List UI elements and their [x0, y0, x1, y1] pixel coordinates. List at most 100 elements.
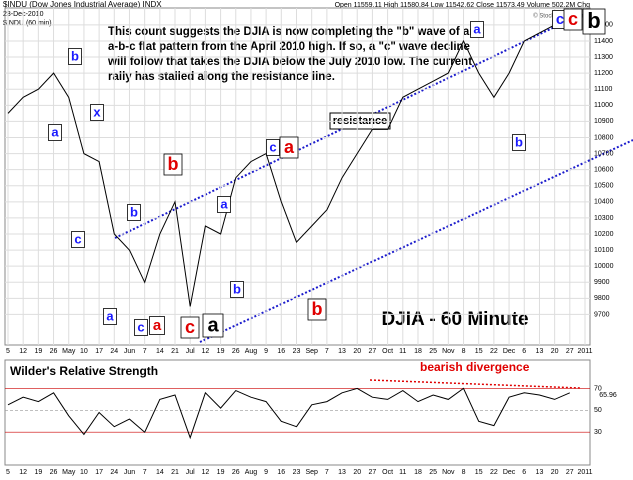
x-tick-label-rsi: 17: [95, 469, 103, 476]
x-tick-label: 11: [399, 348, 406, 355]
x-tick-label-rsi: 14: [156, 469, 164, 476]
wave-box: [217, 196, 231, 213]
x-tick-label: 20: [551, 348, 559, 355]
wave-box: [90, 104, 104, 121]
wave-box: [163, 153, 183, 176]
wave-box: [279, 136, 299, 159]
x-tick-label-rsi: 21: [171, 469, 179, 476]
wave-box: [202, 313, 224, 338]
x-tick-label-rsi: 12: [201, 469, 209, 476]
rsi-line: [7, 387, 570, 440]
y-tick-label: 11200: [594, 70, 613, 77]
chart-title: DJIA - 60 Minute: [381, 309, 528, 330]
x-tick-label: 16: [277, 348, 285, 355]
x-tick-label: Nov: [442, 348, 455, 355]
x-tick-label-rsi: Jul: [186, 469, 195, 476]
y-tick-label: 11300: [594, 54, 613, 61]
x-tick-label-rsi: 19: [217, 469, 225, 476]
x-tick-label-rsi: 22: [490, 469, 498, 476]
wave-label: c: [269, 139, 276, 154]
y2-tick-label: 30: [594, 429, 602, 436]
x-tick-label-rsi: 20: [353, 469, 361, 476]
wave-label: b: [587, 8, 600, 33]
wave-label: a: [153, 317, 162, 334]
x-tick-label: Oct: [382, 348, 393, 355]
wave-box: [266, 139, 280, 156]
wave-label: c: [556, 11, 564, 28]
wave-box: [180, 316, 200, 339]
x-tick-label: Aug: [245, 348, 258, 355]
panel-label: $INDU (60 min): [3, 20, 52, 27]
y-tick-label: 11100: [594, 86, 613, 93]
x-tick-label: 21: [171, 348, 179, 355]
wave-box: [103, 308, 117, 325]
wave-label: b: [515, 134, 523, 149]
x-tick-label: 27: [369, 348, 377, 355]
price-frame: [4, 7, 591, 346]
wave-box: [71, 231, 85, 248]
y2-tick-label: 50: [594, 407, 602, 414]
x-tick-label: 13: [338, 348, 346, 355]
x-tick-label-rsi: 11: [399, 469, 406, 476]
x-tick-label-rsi: 6: [522, 469, 526, 476]
wave-box: [48, 124, 62, 141]
x-tick-label-rsi: Aug: [245, 469, 258, 476]
x-tick-label-rsi: 10: [80, 469, 88, 476]
wave-label: b: [71, 48, 79, 63]
x-tick-label-rsi: May: [62, 469, 76, 476]
wave-box: [563, 8, 583, 31]
x-tick-label: 27: [566, 348, 574, 355]
y2-tick-label: 70: [594, 385, 602, 392]
x-tick-label-rsi: Jun: [124, 469, 135, 476]
x-tick-label-rsi: 18: [414, 469, 422, 476]
rsi-frame: [4, 359, 591, 466]
x-tick-label: Jul: [186, 348, 195, 355]
y-tick-label: 10700: [594, 150, 614, 157]
wave-label: c: [568, 9, 578, 29]
y-tick-label: 10400: [594, 199, 614, 206]
x-tick-label-rsi: Sep: [305, 469, 318, 476]
wave-box: [307, 298, 327, 321]
wave-label: c: [185, 317, 195, 337]
x-tick-label: 7: [143, 348, 147, 355]
wave-box: [68, 48, 82, 65]
x-tick-label-rsi: 20: [551, 469, 559, 476]
x-tick-label-rsi: 16: [277, 469, 285, 476]
x-tick-label: 9: [264, 348, 268, 355]
symbol: $INDU (Dow Jones Industrial Average) IND…: [3, 0, 162, 9]
x-tick-label-rsi: 7: [325, 469, 329, 476]
x-tick-label: 24: [110, 348, 118, 355]
y-tick-label: 10600: [594, 167, 614, 174]
wave-label: a: [106, 308, 114, 323]
x-tick-label: 18: [414, 348, 422, 355]
x-tick-label: 12: [201, 348, 209, 355]
commentary-line: This count suggests the DJIA is now comp…: [108, 26, 476, 38]
x-tick-label: 15: [475, 348, 483, 355]
rsi-title: Wilder's Relative Strength: [10, 364, 158, 378]
y-tick-label: 10500: [594, 183, 614, 190]
commentary-line: a-b-c flat pattern from the April 2010 h…: [108, 41, 470, 53]
y-tick-label: 9700: [594, 311, 610, 318]
x-tick-label: 25: [429, 348, 437, 355]
wave-box: [134, 319, 148, 336]
x-tick-label-rsi: Dec: [503, 469, 516, 476]
y-tick-label: 9900: [594, 279, 610, 286]
y-tick-label: 10000: [594, 263, 614, 270]
x-tick-label: 22: [490, 348, 498, 355]
x-tick-label-rsi: 12: [19, 469, 27, 476]
x-tick-label-rsi: 5: [6, 469, 10, 476]
divergence-line: [369, 379, 581, 389]
wave-box: [149, 316, 165, 335]
x-tick-label-rsi: 13: [338, 469, 346, 476]
y-tick-label: 10800: [594, 134, 614, 141]
x-tick-label-rsi: 26: [50, 469, 58, 476]
y-tick-label: 10200: [594, 231, 614, 238]
y-tick-label: 10900: [594, 118, 614, 125]
wave-label: a: [473, 21, 481, 36]
x-tick-label: 14: [156, 348, 164, 355]
y-tick-label: 11400: [594, 38, 613, 45]
rsi-current: 65.96: [599, 392, 617, 399]
wave-box: [470, 21, 484, 38]
